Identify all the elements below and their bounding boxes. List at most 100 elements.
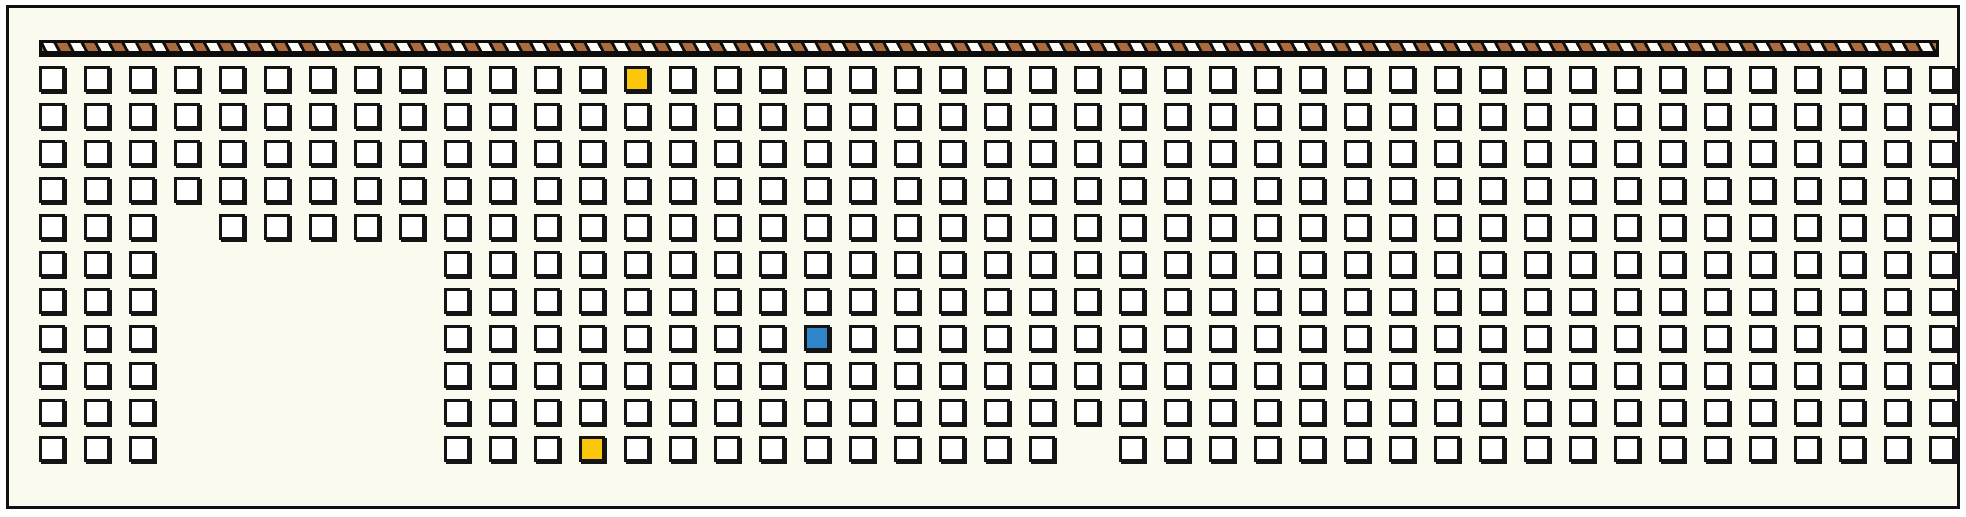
seat[interactable] <box>1389 288 1415 314</box>
seat[interactable] <box>939 436 965 462</box>
seat[interactable] <box>1524 399 1550 425</box>
seat[interactable] <box>84 140 110 166</box>
seat[interactable] <box>39 325 65 351</box>
seat[interactable] <box>1164 362 1190 388</box>
seat[interactable] <box>309 214 335 240</box>
seat[interactable] <box>1794 214 1820 240</box>
seat[interactable] <box>1344 103 1370 129</box>
seat[interactable] <box>1209 66 1235 92</box>
seat[interactable] <box>1389 214 1415 240</box>
seat[interactable] <box>1569 140 1595 166</box>
seat[interactable] <box>1344 140 1370 166</box>
seat[interactable] <box>1524 177 1550 203</box>
seat[interactable] <box>1299 362 1325 388</box>
seat[interactable] <box>1884 66 1910 92</box>
seat[interactable] <box>1839 214 1865 240</box>
seat[interactable] <box>444 325 470 351</box>
seat[interactable] <box>399 66 425 92</box>
seat[interactable] <box>534 288 560 314</box>
seat[interactable] <box>1884 103 1910 129</box>
seat[interactable] <box>129 214 155 240</box>
seat[interactable] <box>39 140 65 166</box>
seat[interactable] <box>1659 436 1685 462</box>
seat[interactable] <box>624 140 650 166</box>
seat[interactable] <box>1614 140 1640 166</box>
seat[interactable] <box>1479 140 1505 166</box>
seat[interactable] <box>1884 325 1910 351</box>
seat[interactable] <box>1884 399 1910 425</box>
seat[interactable] <box>1569 66 1595 92</box>
seat[interactable] <box>1569 288 1595 314</box>
seat[interactable] <box>669 66 695 92</box>
seat[interactable] <box>129 251 155 277</box>
seat[interactable] <box>579 399 605 425</box>
seat[interactable] <box>1119 436 1145 462</box>
seat[interactable] <box>1749 140 1775 166</box>
seat[interactable] <box>759 66 785 92</box>
seat[interactable] <box>129 325 155 351</box>
seat[interactable] <box>1119 325 1145 351</box>
seat[interactable] <box>1164 140 1190 166</box>
seat[interactable] <box>1299 251 1325 277</box>
seat[interactable] <box>489 399 515 425</box>
seat[interactable] <box>129 436 155 462</box>
seat[interactable] <box>894 177 920 203</box>
seat[interactable] <box>39 436 65 462</box>
seat[interactable] <box>1344 325 1370 351</box>
seat[interactable] <box>1929 288 1955 314</box>
seat[interactable] <box>39 177 65 203</box>
seat[interactable] <box>714 214 740 240</box>
seat[interactable] <box>39 251 65 277</box>
seat[interactable] <box>939 325 965 351</box>
seat[interactable] <box>174 140 200 166</box>
seat[interactable] <box>264 177 290 203</box>
seat[interactable] <box>1209 177 1235 203</box>
seat[interactable] <box>1794 362 1820 388</box>
seat[interactable] <box>1659 399 1685 425</box>
seat[interactable] <box>84 399 110 425</box>
seat[interactable] <box>1479 214 1505 240</box>
seat[interactable] <box>1659 214 1685 240</box>
seat[interactable] <box>669 177 695 203</box>
seat[interactable] <box>1209 325 1235 351</box>
seat[interactable] <box>804 288 830 314</box>
seat[interactable] <box>714 66 740 92</box>
seat[interactable] <box>984 399 1010 425</box>
seat[interactable] <box>804 362 830 388</box>
seat[interactable] <box>129 288 155 314</box>
seat[interactable] <box>489 362 515 388</box>
seat[interactable] <box>669 214 695 240</box>
seat[interactable] <box>849 66 875 92</box>
seat[interactable] <box>1389 362 1415 388</box>
seat[interactable] <box>1479 66 1505 92</box>
seat[interactable] <box>1074 177 1100 203</box>
seat[interactable] <box>714 103 740 129</box>
seat[interactable] <box>1929 436 1955 462</box>
seat[interactable] <box>1254 103 1280 129</box>
seat[interactable] <box>1029 325 1055 351</box>
seat[interactable] <box>1389 66 1415 92</box>
seat[interactable] <box>1704 66 1730 92</box>
seat[interactable] <box>489 177 515 203</box>
seat[interactable] <box>354 214 380 240</box>
seat[interactable] <box>1614 436 1640 462</box>
seat[interactable] <box>1074 103 1100 129</box>
seat[interactable] <box>534 362 560 388</box>
seat[interactable] <box>1929 140 1955 166</box>
seat[interactable] <box>1839 251 1865 277</box>
seat[interactable] <box>129 103 155 129</box>
seat[interactable] <box>354 140 380 166</box>
seat[interactable] <box>1524 251 1550 277</box>
seat[interactable] <box>1344 362 1370 388</box>
seat[interactable] <box>669 288 695 314</box>
seat[interactable] <box>1479 288 1505 314</box>
seat[interactable] <box>1164 103 1190 129</box>
seat[interactable] <box>939 251 965 277</box>
seat[interactable] <box>84 214 110 240</box>
seat[interactable] <box>849 325 875 351</box>
seat[interactable] <box>399 214 425 240</box>
seat[interactable] <box>984 177 1010 203</box>
seat[interactable] <box>1929 325 1955 351</box>
seat[interactable] <box>714 251 740 277</box>
seat[interactable] <box>1614 66 1640 92</box>
